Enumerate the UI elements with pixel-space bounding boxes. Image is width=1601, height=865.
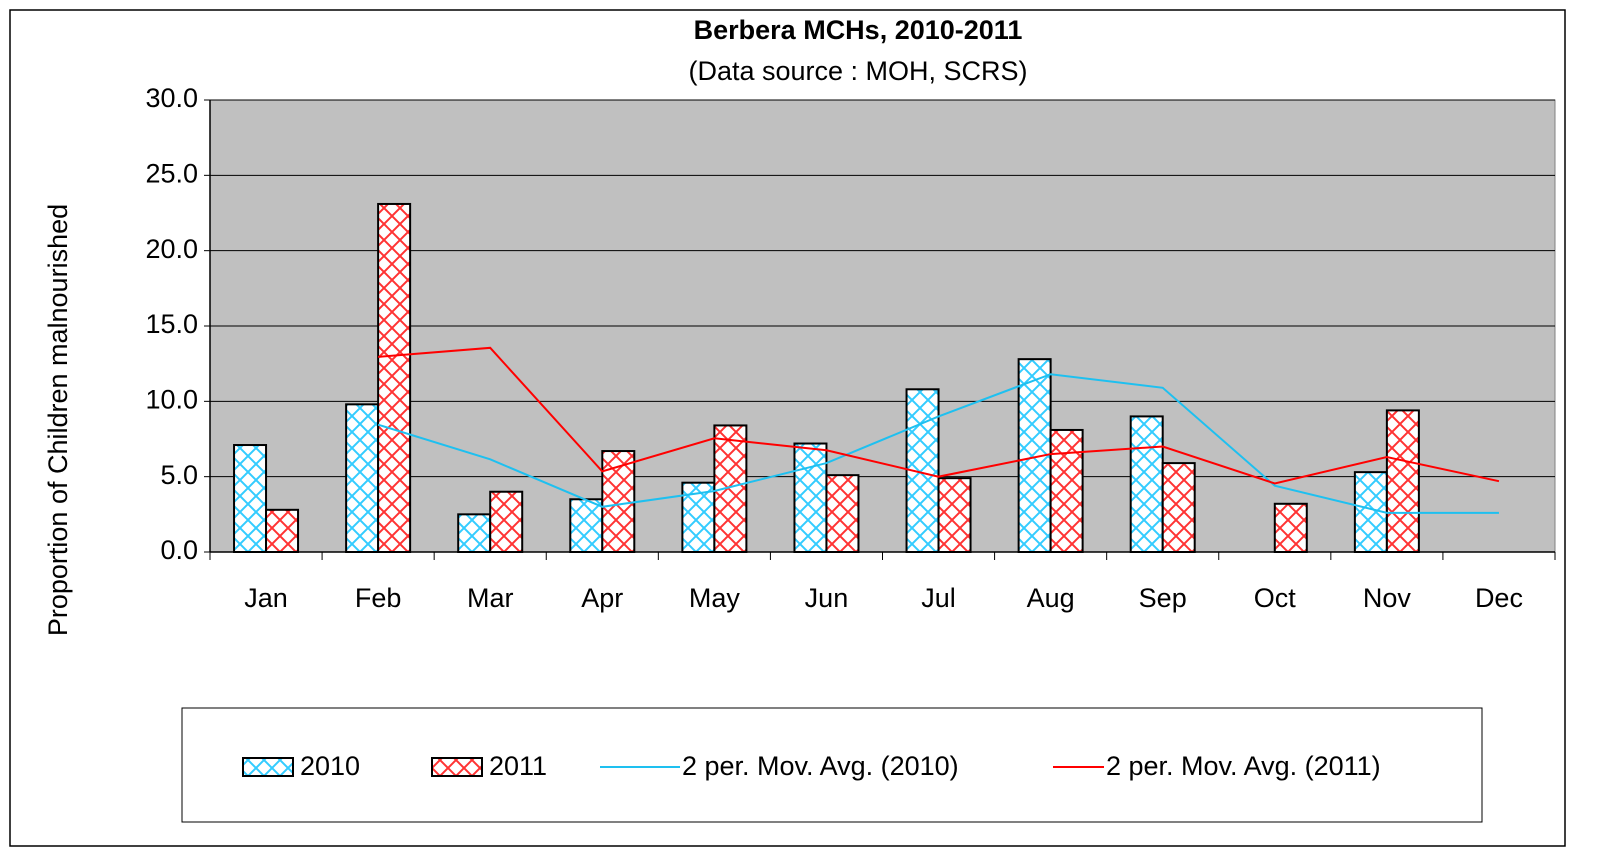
bar xyxy=(233,444,268,554)
bar xyxy=(345,403,380,554)
x-tick-label: Feb xyxy=(355,583,402,613)
y-tick-label: 5.0 xyxy=(160,460,198,490)
legend-label: 2011 xyxy=(489,751,547,781)
chart-title: Berbera MCHs, 2010-2011 xyxy=(694,15,1023,45)
moving-average-line xyxy=(377,373,1499,514)
bar xyxy=(1161,462,1196,553)
legend-swatch xyxy=(431,757,483,777)
y-tick-label: 15.0 xyxy=(145,309,198,339)
legend-label: 2 per. Mov. Avg. (2011) xyxy=(1106,751,1381,781)
chart-subtitle: (Data source : MOH, SCRS) xyxy=(688,56,1027,86)
y-tick-label: 20.0 xyxy=(145,234,198,264)
x-tick-label: Jun xyxy=(805,583,849,613)
y-tick-label: 0.0 xyxy=(160,535,198,565)
bar xyxy=(793,442,828,553)
moving-average-line xyxy=(378,346,1500,485)
bar xyxy=(265,508,300,553)
x-tick-label: Nov xyxy=(1363,583,1412,613)
legend xyxy=(181,707,1483,823)
bar xyxy=(457,513,492,553)
legend-swatch xyxy=(242,757,294,777)
legend-label: 2 per. Mov. Avg. (2010) xyxy=(682,751,959,781)
y-tick-label: 25.0 xyxy=(145,158,198,188)
bar xyxy=(713,424,748,553)
x-tick-label: May xyxy=(689,583,741,613)
x-tick-label: Mar xyxy=(467,583,514,613)
bar xyxy=(489,490,524,554)
legend-label: 2010 xyxy=(300,751,360,781)
bar xyxy=(1049,428,1084,553)
x-tick-label: Dec xyxy=(1475,583,1523,613)
x-tick-label: Apr xyxy=(581,583,623,613)
x-tick-label: Jan xyxy=(244,583,288,613)
x-tick-label: Jul xyxy=(921,583,956,613)
x-tick-label: Sep xyxy=(1139,583,1187,613)
bar xyxy=(1129,415,1164,553)
bar xyxy=(1273,502,1308,553)
y-tick-label: 10.0 xyxy=(145,384,198,414)
bar xyxy=(569,498,604,553)
bar xyxy=(377,202,412,554)
y-tick-label: 30.0 xyxy=(145,83,198,113)
x-tick-label: Aug xyxy=(1027,583,1075,613)
bar xyxy=(601,450,636,554)
bar xyxy=(825,474,860,553)
bar xyxy=(1385,409,1420,553)
bar xyxy=(937,477,972,554)
y-axis-label: Proportion of Children malnourished xyxy=(43,204,73,636)
x-tick-label: Oct xyxy=(1254,583,1297,613)
